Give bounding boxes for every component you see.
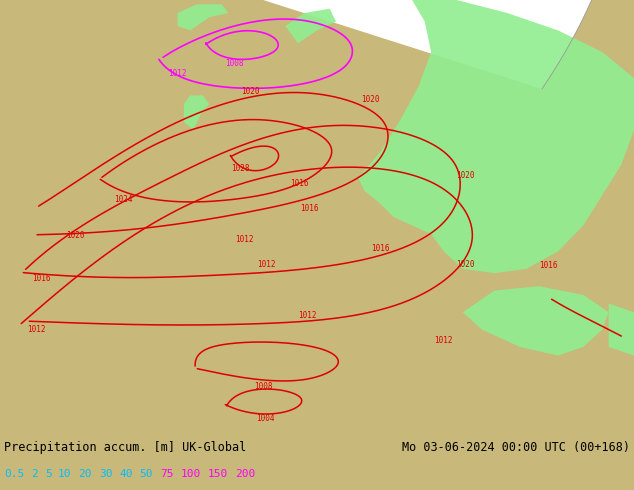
Text: 150: 150 — [208, 469, 228, 479]
Polygon shape — [178, 4, 228, 30]
Text: 200: 200 — [236, 469, 256, 479]
Text: 1008: 1008 — [225, 59, 244, 69]
Text: 1028: 1028 — [231, 164, 250, 173]
Polygon shape — [184, 96, 209, 130]
Text: 75: 75 — [160, 469, 174, 479]
Text: 0.5: 0.5 — [4, 469, 24, 479]
Text: 40: 40 — [119, 469, 133, 479]
Text: 1016: 1016 — [32, 274, 50, 283]
Text: Precipitation accum. [m] UK-Global: Precipitation accum. [m] UK-Global — [4, 441, 246, 454]
Text: 1020: 1020 — [67, 230, 85, 240]
Text: 20: 20 — [79, 469, 92, 479]
Polygon shape — [0, 0, 634, 191]
Text: 1016: 1016 — [290, 179, 309, 188]
Text: 1024: 1024 — [114, 195, 133, 204]
Polygon shape — [463, 286, 609, 356]
Text: 100: 100 — [181, 469, 200, 479]
Polygon shape — [609, 304, 634, 356]
Text: 1004: 1004 — [256, 414, 275, 423]
Text: 1020: 1020 — [241, 87, 260, 96]
Text: 1012: 1012 — [168, 69, 186, 77]
Text: 1020: 1020 — [456, 260, 475, 269]
Text: 1016: 1016 — [371, 244, 390, 252]
Text: 1012: 1012 — [235, 235, 254, 244]
Text: 10: 10 — [58, 469, 72, 479]
Text: 1012: 1012 — [257, 260, 276, 269]
Text: 30: 30 — [99, 469, 112, 479]
Text: 1008: 1008 — [254, 382, 273, 391]
Text: 1020: 1020 — [361, 95, 380, 104]
Text: Mo 03-06-2024 00:00 UTC (00+168): Mo 03-06-2024 00:00 UTC (00+168) — [402, 441, 630, 454]
Text: 1016: 1016 — [300, 204, 319, 213]
Text: 1012: 1012 — [27, 325, 45, 334]
Text: 1012: 1012 — [298, 311, 317, 320]
Text: 1012: 1012 — [434, 336, 453, 345]
Polygon shape — [358, 0, 634, 273]
Text: 1016: 1016 — [539, 261, 558, 270]
Text: 1020: 1020 — [456, 171, 475, 180]
Text: 2: 2 — [32, 469, 38, 479]
Polygon shape — [285, 9, 336, 44]
Text: 50: 50 — [139, 469, 153, 479]
Text: 5: 5 — [45, 469, 51, 479]
